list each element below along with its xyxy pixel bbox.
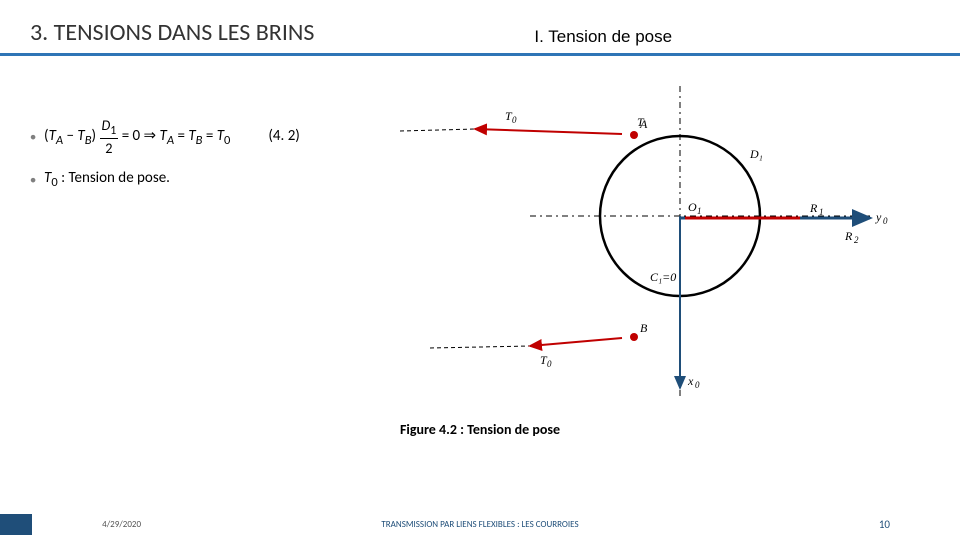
svg-text:0: 0 [695, 380, 700, 390]
svg-text:y: y [875, 210, 882, 224]
section-title: 3. TENSIONS DANS LES BRINS [30, 18, 314, 47]
svg-text:D₁: D₁ [749, 147, 763, 161]
svg-text:0: 0 [547, 359, 552, 369]
formula-block: ● (TA − TB) D12 = 0 ⇒ TA = TB = T0 (4. 2… [30, 116, 300, 198]
svg-text:1: 1 [697, 206, 702, 216]
content-area: ● (TA − TB) D12 = 0 ⇒ TA = TB = T0 (4. 2… [0, 56, 960, 486]
svg-text:R: R [844, 229, 853, 243]
equation-4-2: (TA − TB) D12 = 0 ⇒ TA = TB = T0 [44, 116, 230, 157]
svg-text:A: A [639, 117, 648, 131]
svg-text:0: 0 [512, 115, 517, 125]
bullet-icon: ● [30, 173, 36, 186]
footer-center-title: TRANSMISSION PAR LIENS FLEXIBLES : LES C… [0, 519, 960, 530]
slide-footer: 4/29/2020 TRANSMISSION PAR LIENS FLEXIBL… [0, 508, 960, 540]
svg-text:C₁=0: C₁=0 [650, 270, 676, 284]
equation-tag: (4. 2) [268, 127, 299, 145]
slide-header: 3. TENSIONS DANS LES BRINS I. Tension de… [0, 0, 960, 56]
svg-text:R: R [809, 201, 818, 215]
figure-4-2: D₁TT0ABT0O1y0R1R2x0C₁=0 [400, 66, 920, 421]
svg-text:1: 1 [819, 207, 824, 217]
svg-text:0: 0 [883, 216, 888, 226]
figure-caption: Figure 4.2 : Tension de pose [0, 421, 960, 438]
svg-text:x: x [687, 374, 694, 388]
bullet-icon: ● [30, 130, 36, 143]
svg-text:O: O [688, 200, 697, 214]
svg-text:B: B [640, 321, 648, 335]
svg-text:2: 2 [854, 235, 859, 245]
subsection-title: I. Tension de pose [534, 27, 672, 47]
tension-definition: T0 : Tension de pose. [44, 169, 170, 190]
